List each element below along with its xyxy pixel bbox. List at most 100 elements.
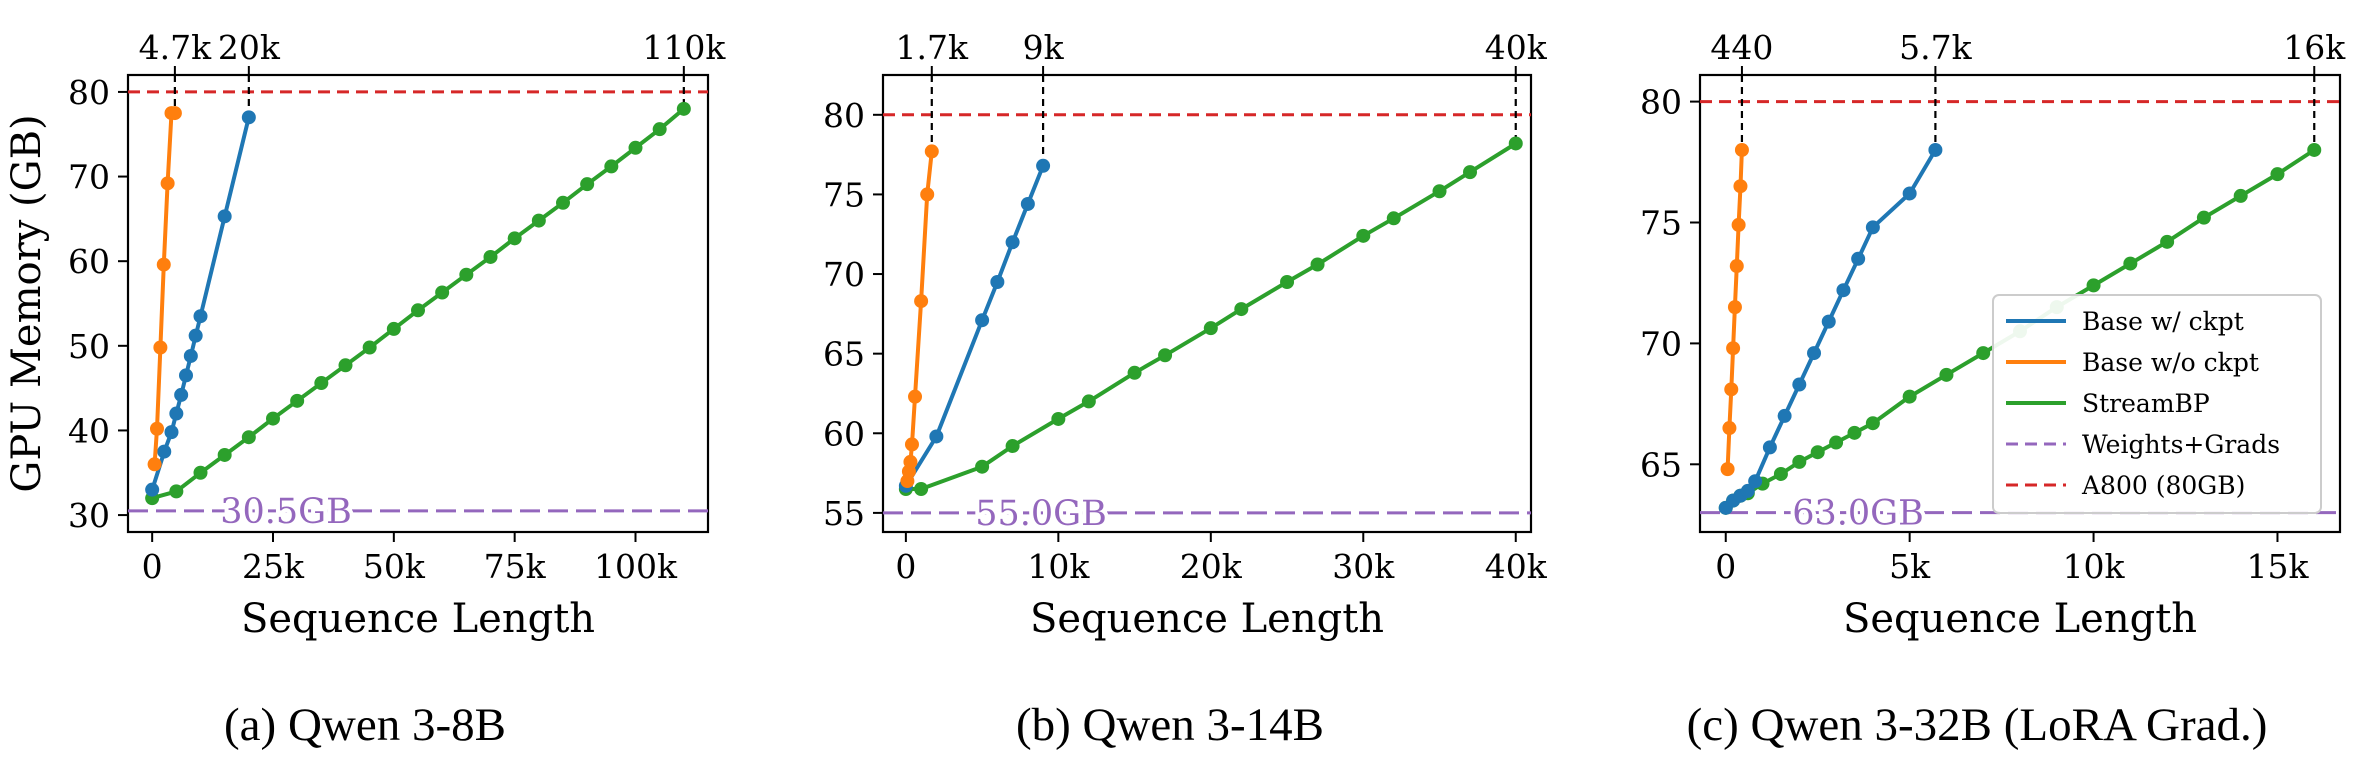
panel-b-series-streambp-point [975, 459, 990, 474]
panel-c-series-base-no-ckpt-point [1733, 179, 1748, 194]
panel-a-series-base-no-ckpt-point [156, 257, 171, 272]
panel-b-series-streambp-point [1508, 136, 1523, 151]
panel-b-series-base-ckpt-point [990, 275, 1005, 290]
panel-c-series-streambp-point [1810, 445, 1825, 460]
panel-a-series-base-no-ckpt-point [153, 340, 168, 355]
panel-a-max-label: 110k [642, 28, 726, 67]
panel-a-series-streambp-point [435, 285, 450, 300]
panel-a-xtick-label: 75k [484, 547, 547, 586]
legend-item-weights-grads: Weights+Grads [2006, 430, 2280, 459]
panel-c-baseline-label: 63.0GB [1792, 494, 1924, 534]
panel-c-series-base-no-ckpt-point [1734, 142, 1749, 157]
panel-c-series-base-ckpt-point [1748, 474, 1763, 489]
panel-b-series-base-ckpt-point [1020, 196, 1035, 211]
panel-b-xtick-label: 40k [1485, 547, 1548, 586]
panel-c-series-streambp-point [1939, 367, 1954, 382]
panel-b-ytick-label: 80 [823, 96, 865, 135]
panel-c-series-streambp-point [2160, 234, 2175, 249]
panel-a-ytick-label: 80 [68, 73, 110, 112]
panel-a-max-label: 20k [218, 28, 281, 67]
panel-b-series-streambp-point [1051, 411, 1066, 426]
panel-a-series-base-ckpt-point [183, 348, 198, 363]
legend-label-base-ckpt: Base w/ ckpt [2082, 307, 2244, 336]
panel-c-series-streambp-point [2086, 278, 2101, 293]
panel-b-ytick-label: 75 [823, 175, 865, 214]
panel-b-series-streambp-point [1005, 439, 1020, 454]
panel-c-caption: (c) Qwen 3-32B (LoRA Grad.) [1687, 699, 2268, 751]
panel-b-ytick-label: 70 [823, 255, 865, 294]
panel-c-series-streambp-point [1865, 416, 1880, 431]
panel-a-series-streambp-point [266, 411, 280, 426]
panel-c-ytick-label: 65 [1640, 445, 1682, 484]
panel-c-xtick-label: 0 [1715, 547, 1736, 586]
panel-b-series-streambp-point [1158, 348, 1173, 363]
panel-c-series-base-ckpt-point [1740, 483, 1755, 498]
panel-b-baseline-label: 55.0GB [975, 494, 1107, 534]
panel-a-baseline-label: 30.5GB [220, 492, 352, 532]
panel-a-series-base-ckpt-point [174, 387, 189, 402]
panel-c-max-label: 16k [2283, 28, 2346, 67]
panel-c-series-base-no-ckpt-point [1729, 259, 1744, 274]
panel-b-series-base-no-ckpt-point [908, 389, 923, 404]
panel-c-series-base-ckpt-point [1851, 251, 1866, 266]
panel-c-xtick-label: 10k [2063, 547, 2126, 586]
panel-a-series-base-ckpt-point [157, 444, 172, 459]
panel-a-caption: (a) Qwen 3-8B [224, 699, 506, 751]
panel-c-series-streambp-point [1902, 389, 1917, 404]
panel-a-series-streambp-point [411, 303, 425, 318]
panel-c-series-base-ckpt-point [1865, 220, 1880, 235]
panel-a-series-streambp-point [459, 267, 474, 282]
panel-a-max-label: 4.7k [139, 28, 212, 67]
panel-b-series-streambp-point [1234, 302, 1249, 317]
panel-c-max-label: 440 [1710, 28, 1773, 67]
panel-c-ytick-label: 75 [1640, 203, 1682, 242]
panel-c-xlabel: Sequence Length [1843, 596, 2197, 642]
panel-b-series-streambp-point [1127, 365, 1142, 380]
panel-a-plot-frame [126, 73, 710, 534]
panel-a-series-base-ckpt-point [193, 309, 208, 324]
panel-b-series-base-no-ckpt-point [914, 294, 929, 309]
panel-c-series-base-no-ckpt-point [1722, 421, 1737, 436]
panel-c-series-base-ckpt-point [1762, 440, 1777, 455]
panel-b-xtick-label: 20k [1180, 547, 1243, 586]
panel-a-series-streambp-point [652, 122, 667, 137]
panel-c-series-base-ckpt-point [1792, 377, 1807, 392]
panel-b-series-streambp-point [1463, 165, 1478, 180]
panel-a: 0 25k 50k 75k 100k 30 40 50 60 70 80 Sequence Lengt… [4, 28, 726, 751]
panel-a-series-base-no-ckpt-point [167, 106, 182, 121]
panel-a-xlabel: Sequence Length [241, 596, 595, 642]
panel-c-series-streambp-point [1976, 346, 1991, 361]
panel-b: 0 10k 20k 30k 40k 55 60 65 70 75 80 Sequence Length… [823, 28, 1548, 751]
panel-a-series-base-ckpt-point [241, 110, 256, 125]
panel-c-max-label: 5.7k [1899, 28, 1972, 67]
panel-c-series-base-no-ckpt-point [1726, 341, 1741, 356]
panel-a-series-streambp-point [241, 430, 256, 445]
panel-b-caption: (b) Qwen 3-14B [1016, 699, 1324, 751]
legend-label-streambp: StreamBP [2082, 389, 2210, 418]
panel-a-series-streambp-point [217, 447, 232, 462]
panel-a-series-base-no-ckpt-point [150, 421, 164, 436]
panel-b-series-streambp-point [1386, 211, 1401, 226]
panel-c-series-base-ckpt-point [1928, 142, 1943, 157]
legend-item-base-ckpt: Base w/ ckpt [2006, 307, 2244, 336]
legend-item-base-no-ckpt: Base w/o ckpt [2006, 348, 2259, 377]
legend: Base w/ ckpt Base w/o ckpt StreamBP Weig… [1992, 294, 2322, 514]
panel-c-series-base-no-ckpt-point [1731, 217, 1746, 232]
panel-b-series-streambp-point [1432, 184, 1447, 199]
panel-c-series-base-ckpt-point [1836, 283, 1851, 298]
panel-c-series-base-ckpt-point [1821, 314, 1836, 329]
panel-a-xtick-label: 0 [142, 547, 163, 586]
panel-c-series-base-no-ckpt-point [1724, 382, 1739, 397]
panel-b-series-streambp-point [914, 482, 929, 497]
panel-a-series-base-ckpt-point [145, 482, 160, 497]
legend-label-base-no-ckpt: Base w/o ckpt [2082, 348, 2259, 377]
panel-c-series-base-no-ckpt-point [1727, 300, 1742, 315]
panel-a-xtick-label: 25k [242, 547, 305, 586]
panel-b-max-label: 1.7k [896, 28, 969, 67]
panel-a-ytick-label: 40 [68, 411, 110, 450]
panel-c: 0 5k 10k 15k 65 70 75 80 Sequence Length 63.0GB 44… [1640, 28, 2346, 751]
panel-a-ytick-label: 70 [68, 158, 110, 197]
panel-b-max-label: 40k [1485, 28, 1548, 67]
panel-c-series-streambp-point [2270, 167, 2285, 182]
